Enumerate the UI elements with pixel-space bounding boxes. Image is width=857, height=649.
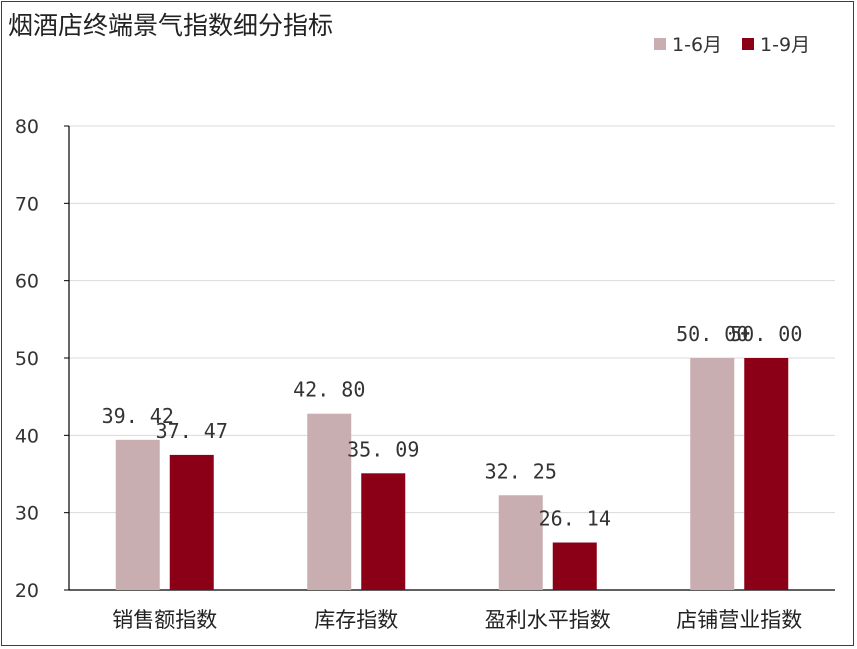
data-label: 50. 00 [730, 322, 802, 346]
data-label: 50. 00 [676, 322, 748, 346]
legend-label-series-2: 1-9月 [760, 34, 811, 56]
legend-swatch-series-2 [742, 37, 755, 50]
legend-item-series-2: 1-9月 [742, 30, 810, 57]
category-label: 盈利水平指数 [485, 608, 611, 632]
bar-2 [744, 358, 789, 590]
category-label: 销售额指数 [112, 608, 217, 632]
chart-title: 烟酒店终端景气指数细分指标 [8, 11, 334, 40]
y-tick-label: 50 [15, 348, 39, 370]
y-tick-label: 30 [15, 503, 39, 525]
bar-2 [361, 473, 406, 590]
data-label: 42. 80 [293, 378, 365, 402]
data-label: 35. 09 [347, 437, 419, 461]
y-tick-label: 70 [15, 193, 39, 215]
data-label: 39. 42 [102, 404, 174, 428]
y-tick-label: 60 [15, 271, 39, 293]
legend-label-series-1: 1-6月 [672, 34, 723, 56]
bar-1 [115, 439, 160, 590]
data-label: 37. 47 [156, 419, 228, 443]
category-label: 库存指数 [314, 608, 398, 632]
data-label: 32. 25 [485, 459, 557, 483]
bar-2 [552, 542, 597, 590]
bar-1 [307, 413, 352, 590]
y-tick-label: 40 [15, 425, 39, 447]
legend-swatch-series-1 [654, 37, 666, 50]
y-tick-label: 80 [15, 116, 39, 138]
y-tick-label: 20 [15, 580, 39, 602]
bar-2 [169, 454, 214, 590]
legend-item-series-1: 1-6月 [654, 30, 722, 57]
legend: 1-6月 1-9月 [654, 30, 810, 57]
category-label: 店铺营业指数 [676, 608, 802, 632]
data-label: 26. 14 [539, 507, 611, 531]
bar-1 [690, 358, 735, 590]
bar-1 [498, 495, 543, 590]
